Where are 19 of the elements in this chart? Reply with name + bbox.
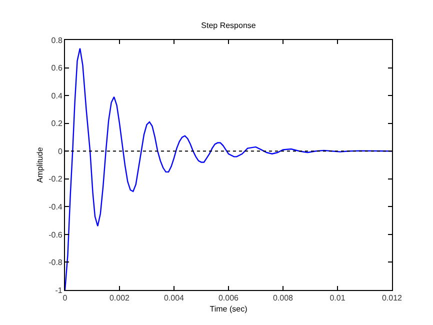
y-tick-label: 0.2 xyxy=(51,119,63,128)
y-tick-label: -1 xyxy=(55,286,63,295)
y-tick-label: -0.2 xyxy=(48,174,63,184)
x-tick-label: 0.01 xyxy=(330,294,346,303)
y-tick-label: 0 xyxy=(58,146,63,156)
x-tick-label: 0.004 xyxy=(164,294,185,303)
y-axis-title: Amplitude xyxy=(35,146,44,183)
y-tick-label: 0.8 xyxy=(51,36,63,45)
y-tick-label: 0.4 xyxy=(51,91,63,100)
x-tick-label: 0.008 xyxy=(272,294,294,303)
y-tick-label: -0.8 xyxy=(48,258,63,268)
x-tick-label: 0.012 xyxy=(382,294,403,303)
y-tick-label: -0.6 xyxy=(48,230,63,240)
x-axis-title: Time (sec) xyxy=(210,304,248,314)
y-tick-label: 0.6 xyxy=(51,64,63,73)
x-tick-label: 0.006 xyxy=(218,294,240,303)
chart-title: Step Response xyxy=(201,21,256,30)
x-tick-label: 0.002 xyxy=(109,294,130,303)
y-tick-label: -0.4 xyxy=(48,202,63,212)
